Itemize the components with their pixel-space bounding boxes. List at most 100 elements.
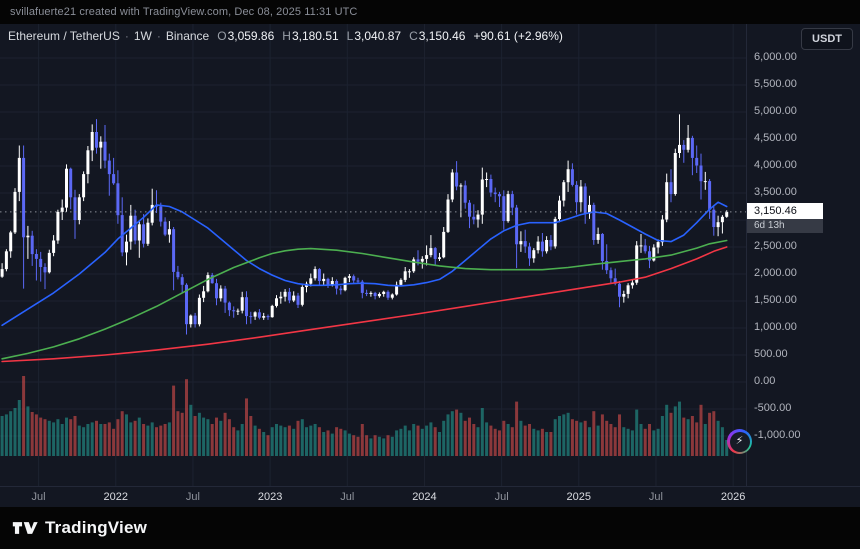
interval-label[interactable]: 1W	[133, 29, 152, 43]
candle-body	[60, 207, 64, 212]
volume-bar	[549, 432, 553, 456]
candle-body	[403, 271, 407, 280]
volume-bar	[249, 416, 253, 456]
volume-bar	[463, 420, 467, 456]
volume-bar	[506, 424, 510, 456]
volume-bar	[446, 414, 450, 456]
candle-body	[112, 174, 116, 184]
volume-bar	[536, 430, 540, 456]
volume-bar	[112, 428, 116, 456]
volume-bar	[253, 425, 257, 456]
tradingview-logo[interactable]: TradingView	[12, 518, 147, 538]
candle-body	[270, 305, 274, 318]
candle-body	[446, 199, 450, 232]
candle-body	[133, 215, 137, 241]
price-tick-label: -1,000.00	[754, 429, 801, 441]
candle-body	[193, 315, 197, 325]
volume-bar	[652, 430, 656, 456]
time-tick-label: 2024	[412, 491, 437, 503]
attribution-text: svillafuerte21 created with TradingView.…	[10, 6, 358, 18]
tradingview-logo-icon	[12, 522, 38, 534]
candle-body	[425, 255, 429, 259]
volume-bar	[476, 427, 480, 456]
candle-body	[283, 291, 287, 297]
volume-bar	[26, 406, 30, 456]
bar-countdown: 6d 13h	[747, 218, 823, 233]
candle-body	[347, 276, 351, 278]
time-tick-label: Jul	[185, 491, 200, 503]
candle-body	[210, 275, 214, 284]
open-value: 3,059.86	[227, 29, 275, 43]
candle-body	[630, 282, 634, 286]
volume-bar	[613, 427, 617, 456]
candlestick-chart[interactable]	[0, 24, 746, 486]
close-value: 3,150.46	[418, 29, 466, 43]
candle-body	[416, 259, 420, 262]
symbol-name[interactable]: Ethereum / TetherUS	[8, 29, 120, 43]
candle-body	[360, 281, 364, 293]
candle-body	[292, 295, 296, 301]
candle-body	[605, 261, 609, 271]
volume-bar	[313, 424, 317, 456]
candle-body	[613, 278, 617, 284]
candle-body	[686, 137, 690, 150]
ma-fast-blue-line	[1, 201, 728, 327]
price-tick-label: -500.00	[754, 402, 792, 414]
candle-body	[536, 241, 540, 251]
separator-dot: ·	[124, 29, 129, 43]
candle-body	[592, 204, 596, 240]
volume-bar	[570, 419, 574, 456]
candle-body	[287, 291, 291, 301]
volume-bar	[116, 419, 120, 456]
candle-body	[142, 224, 146, 244]
time-tick-label: 2025	[566, 491, 592, 503]
volume-bar	[219, 420, 223, 456]
candle-body	[176, 271, 180, 278]
candle-body	[575, 184, 579, 203]
candle-body	[377, 294, 381, 297]
volume-bar	[77, 425, 81, 456]
volume-bar	[142, 424, 146, 456]
candle-body	[660, 219, 664, 243]
candle-body	[656, 242, 660, 248]
ma-slow-red-line	[1, 246, 728, 363]
volume-bar	[596, 425, 600, 456]
volume-bar	[82, 427, 86, 456]
volume-bar	[708, 412, 712, 456]
volume-bar	[532, 428, 536, 456]
volume-bar	[489, 425, 493, 456]
volume-bar	[210, 424, 214, 456]
volume-bar	[455, 409, 459, 456]
candle-body	[116, 183, 120, 216]
volume-bar	[309, 425, 313, 456]
volume-bar	[39, 417, 43, 456]
volume-bar	[502, 420, 506, 456]
volume-bar	[65, 417, 68, 456]
time-axis[interactable]: Jul 2022 Jul 2023 Jul 2024 Jul 2025 Jul 2026	[0, 486, 860, 507]
candle-body	[712, 209, 716, 227]
candle-body	[150, 204, 154, 223]
volume-bar	[227, 419, 231, 456]
volume-bar	[433, 427, 437, 456]
candle-body	[95, 132, 98, 148]
candle-body	[720, 216, 724, 223]
volume-bar	[322, 432, 326, 456]
lightning-badge[interactable]: ⚡	[727, 429, 752, 454]
volume-bar	[442, 420, 446, 456]
candle-body	[275, 298, 278, 306]
volume-bar	[377, 436, 381, 456]
candle-body	[472, 216, 476, 220]
candle-body	[570, 169, 574, 185]
currency-toggle-button[interactable]: USDT	[801, 28, 853, 50]
candle-body	[47, 252, 51, 273]
candle-body	[240, 297, 244, 311]
price-axis[interactable]: 3,150.46 6d 13h 6,000.00 5,500.00 5,000.00…	[746, 24, 860, 486]
volume-bar	[695, 422, 699, 456]
volume-bar	[335, 427, 339, 456]
volume-bar	[699, 404, 703, 456]
time-tick-label: Jul	[494, 491, 509, 503]
volume-bar	[519, 420, 523, 456]
candle-body	[395, 284, 399, 295]
candle-body	[480, 179, 484, 215]
candle-body	[468, 202, 471, 217]
